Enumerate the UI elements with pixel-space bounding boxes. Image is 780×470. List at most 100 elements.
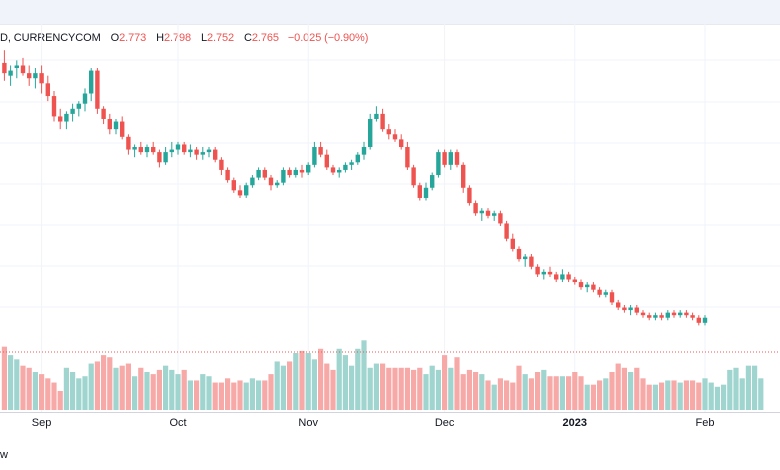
candle-body bbox=[430, 175, 435, 188]
volume-bar bbox=[169, 369, 175, 410]
candle-body bbox=[337, 169, 342, 173]
candle-body bbox=[293, 169, 298, 176]
volume-bar bbox=[615, 363, 621, 410]
volume-bar bbox=[187, 380, 193, 410]
candle-body bbox=[225, 169, 230, 181]
x-tick-label: Nov bbox=[298, 417, 318, 429]
candle-body bbox=[126, 136, 131, 150]
volume-bar bbox=[175, 374, 181, 410]
candle-body bbox=[678, 312, 683, 316]
candle-body bbox=[467, 187, 472, 204]
volume-bar bbox=[299, 350, 305, 410]
x-axis-line bbox=[0, 412, 780, 413]
volume-bar bbox=[218, 382, 224, 410]
candle-body bbox=[504, 223, 509, 239]
candle-body bbox=[268, 177, 274, 186]
close-label: C bbox=[244, 32, 252, 44]
volume-bar bbox=[63, 367, 69, 410]
volume-bar bbox=[125, 363, 131, 410]
candle-body bbox=[690, 315, 695, 318]
candle-body bbox=[33, 73, 38, 79]
volume-bar bbox=[466, 369, 472, 410]
candle-body bbox=[671, 312, 677, 316]
volume-bar bbox=[572, 372, 578, 410]
volume-bar bbox=[541, 369, 547, 410]
candle-body bbox=[696, 317, 701, 323]
volume-bar bbox=[26, 367, 32, 410]
volume-bar bbox=[603, 378, 609, 410]
volume-bar bbox=[491, 384, 497, 410]
volume-bar bbox=[200, 374, 206, 410]
x-tick-label: Oct bbox=[169, 417, 187, 429]
candle-body bbox=[628, 307, 633, 311]
volume-bar bbox=[94, 361, 100, 410]
candle-body bbox=[516, 248, 522, 260]
watermark-text: w bbox=[0, 449, 8, 461]
candle-body bbox=[262, 169, 267, 178]
candle-body bbox=[200, 152, 205, 155]
candle-body bbox=[473, 203, 478, 214]
volume-bar bbox=[107, 357, 113, 410]
volume-bar bbox=[566, 376, 572, 410]
candle-body bbox=[101, 108, 106, 119]
candle-body bbox=[169, 149, 174, 153]
volume-bar bbox=[640, 378, 646, 410]
candle-body bbox=[653, 315, 658, 318]
volume-bar bbox=[293, 353, 299, 410]
candle-body bbox=[597, 289, 602, 295]
volume-bar bbox=[504, 380, 510, 410]
volume-bar bbox=[249, 378, 255, 410]
volume-bar bbox=[70, 372, 76, 410]
open-label: O bbox=[110, 32, 120, 44]
volume-bar bbox=[355, 348, 361, 410]
candle-body bbox=[138, 147, 143, 153]
volume-bar bbox=[392, 367, 398, 410]
x-tick-label: Sep bbox=[31, 417, 52, 429]
candle-body bbox=[113, 121, 119, 130]
candle-body bbox=[603, 292, 608, 295]
candle-body bbox=[442, 152, 447, 165]
volume-bar bbox=[535, 372, 541, 410]
volume-bar bbox=[32, 372, 38, 410]
volume-bar bbox=[671, 380, 677, 410]
candle-body bbox=[355, 154, 360, 163]
candle-body bbox=[423, 187, 429, 198]
candle-body bbox=[492, 213, 497, 216]
candle-body bbox=[287, 169, 292, 176]
volume-bar bbox=[479, 374, 485, 410]
volume-bar bbox=[510, 382, 516, 410]
candle-body bbox=[275, 182, 280, 186]
candle-body bbox=[64, 113, 69, 122]
candle-body bbox=[27, 73, 32, 79]
volume-bar bbox=[578, 376, 584, 410]
volume-bar bbox=[367, 367, 373, 410]
volume-bar bbox=[485, 380, 491, 410]
candle-body bbox=[411, 167, 416, 186]
candle-body bbox=[157, 152, 162, 163]
volume-bar bbox=[45, 378, 51, 410]
volume-bar bbox=[448, 367, 454, 410]
candle-body bbox=[554, 274, 559, 280]
candle-body bbox=[702, 317, 708, 323]
candle-body bbox=[448, 152, 453, 165]
volume-bar bbox=[132, 376, 138, 410]
candle-body bbox=[312, 147, 317, 165]
volume-bar bbox=[330, 369, 336, 410]
volume-bar bbox=[243, 382, 249, 410]
candle-body bbox=[485, 210, 491, 216]
x-tick-label: Dec bbox=[434, 417, 455, 429]
volume-bar bbox=[745, 365, 751, 410]
volume-bar bbox=[342, 355, 348, 410]
candle-body bbox=[151, 147, 156, 153]
volume-bar bbox=[628, 372, 634, 410]
volume-bar bbox=[584, 384, 590, 410]
volume-bar bbox=[82, 376, 88, 410]
candle-body bbox=[417, 185, 422, 198]
volume-bar bbox=[287, 361, 293, 410]
candle-body bbox=[231, 180, 236, 191]
volume-bar bbox=[194, 380, 200, 410]
candle-body bbox=[244, 185, 249, 196]
candle-body bbox=[523, 256, 528, 260]
volume-bar bbox=[1, 346, 7, 410]
